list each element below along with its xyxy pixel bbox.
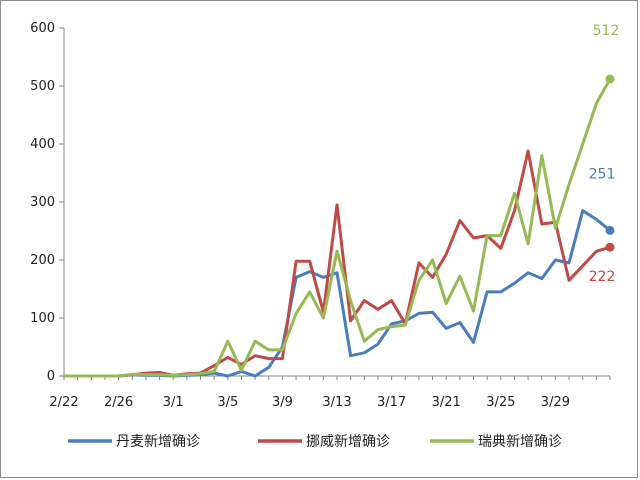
series-end-point-2 [605, 74, 615, 84]
x-tick-label: 3/29 [541, 395, 570, 410]
x-tick-label: 3/21 [432, 395, 461, 410]
x-tick-label: 3/1 [163, 395, 184, 410]
series-end-label-2: 512 [593, 23, 620, 39]
y-tick-label: 100 [30, 311, 55, 326]
legend-label-1: 挪威新增确诊 [306, 434, 390, 450]
x-tick-label: 3/9 [272, 395, 293, 410]
y-tick-label: 400 [30, 137, 55, 152]
x-tick-label: 3/5 [217, 395, 238, 410]
series-line-1 [62, 149, 612, 378]
series-end-point-0 [605, 225, 615, 235]
y-tick-label: 300 [30, 195, 55, 210]
y-tick-label: 0 [47, 369, 55, 384]
x-tick-label: 3/25 [486, 395, 515, 410]
x-tick-label: 3/17 [377, 395, 406, 410]
series-line-2 [62, 77, 612, 378]
series-end-label-0: 251 [589, 166, 616, 182]
x-tick-label: 2/26 [104, 395, 133, 410]
y-tick-label: 200 [30, 253, 55, 268]
x-tick-label: 3/13 [322, 395, 351, 410]
y-tick-label: 600 [30, 21, 55, 36]
x-tick-label: 2/22 [49, 395, 78, 410]
legend-label-2: 瑞典新增确诊 [478, 434, 562, 450]
series-end-point-1 [605, 242, 615, 252]
y-tick-label: 500 [30, 79, 55, 94]
series-end-label-1: 222 [589, 269, 616, 285]
legend-label-0: 丹麦新增确诊 [116, 434, 200, 450]
